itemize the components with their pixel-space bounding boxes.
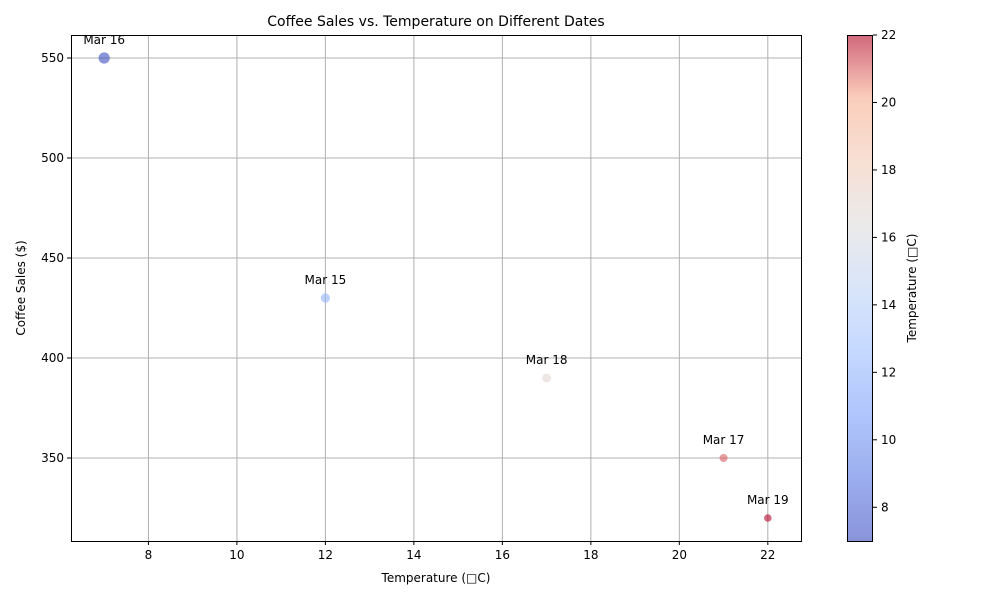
- x-tick-label: 10: [229, 548, 244, 562]
- colorbar: 8 10 12 14 16 18 20 22 Temperature (□C): [847, 28, 919, 542]
- data-point: [98, 52, 110, 64]
- colorbar-tick-label: 10: [881, 433, 896, 447]
- colorbar-tick-label: 14: [881, 298, 896, 312]
- y-tick-label: 450: [41, 251, 64, 265]
- x-axis-ticks: 8 10 12 14 16 18 20 22: [145, 541, 775, 562]
- plot-frame: [71, 35, 802, 542]
- grid: [71, 35, 801, 541]
- data-point: [719, 453, 728, 463]
- point-label: Mar 15: [305, 273, 347, 287]
- x-tick-label: 20: [672, 548, 687, 562]
- y-tick-label: 350: [41, 451, 64, 465]
- colorbar-tick-label: 12: [881, 365, 896, 379]
- data-point: [320, 293, 331, 303]
- colorbar-frame: [847, 35, 873, 542]
- point-label: Mar 16: [83, 33, 125, 47]
- x-tick-label: 8: [145, 548, 153, 562]
- colorbar-ticks: 8 10 12 14 16 18 20 22: [873, 28, 896, 514]
- y-tick-label: 550: [41, 51, 64, 65]
- point-label: Mar 18: [526, 353, 568, 367]
- colorbar-tick-label: 8: [881, 500, 889, 514]
- points: [98, 52, 772, 522]
- point-label: Mar 17: [703, 433, 745, 447]
- point-labels: Mar 15 Mar 16 Mar 17 Mar 18 Mar 19: [83, 33, 788, 507]
- x-tick-label: 18: [583, 548, 598, 562]
- data-point: [764, 514, 772, 522]
- chart-title: Coffee Sales vs. Temperature on Differen…: [267, 14, 604, 30]
- x-tick-label: 12: [318, 548, 333, 562]
- point-label: Mar 19: [747, 493, 789, 507]
- colorbar-gradient: [847, 35, 873, 541]
- x-tick-label: 16: [495, 548, 510, 562]
- x-axis-label: Temperature (□C): [381, 571, 491, 585]
- colorbar-tick-label: 22: [881, 28, 896, 42]
- colorbar-tick-label: 16: [881, 230, 896, 244]
- colorbar-tick-label: 18: [881, 163, 896, 177]
- y-axis-ticks: 350 400 450 500 550: [41, 51, 71, 465]
- y-tick-label: 400: [41, 351, 64, 365]
- y-tick-label: 500: [41, 151, 64, 165]
- x-tick-label: 22: [760, 548, 775, 562]
- colorbar-label: Temperature (□C): [905, 234, 919, 344]
- x-tick-label: 14: [406, 548, 421, 562]
- colorbar-tick-label: 20: [881, 95, 896, 109]
- data-point: [542, 373, 551, 383]
- y-axis-label: Coffee Sales ($): [14, 240, 28, 335]
